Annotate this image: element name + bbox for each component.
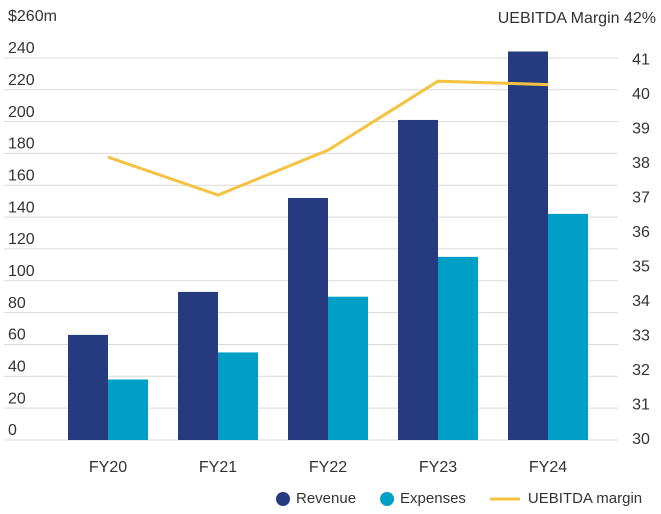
y-tick-label: 180 bbox=[8, 136, 35, 153]
y-tick-label: 240 bbox=[8, 40, 35, 57]
y2-tick-label: 32 bbox=[632, 362, 650, 379]
bar bbox=[178, 291, 218, 440]
y-tick-label: 0 bbox=[8, 422, 17, 439]
legend-swatch bbox=[276, 492, 290, 506]
bar bbox=[398, 119, 438, 440]
bar bbox=[218, 352, 258, 440]
legend-swatch bbox=[380, 492, 395, 506]
y-tick-label: 80 bbox=[8, 295, 26, 312]
x-tick-label: FY24 bbox=[529, 459, 567, 476]
y-tick-label: 20 bbox=[8, 390, 26, 407]
bar bbox=[108, 379, 148, 440]
bar bbox=[548, 213, 588, 440]
y2-tick-label: UEBITDA Margin 42% bbox=[498, 10, 656, 27]
y2-tick-label: 35 bbox=[632, 259, 650, 276]
bar bbox=[288, 197, 328, 440]
y-tick-label: 100 bbox=[8, 263, 35, 280]
x-tick-label: FY23 bbox=[419, 459, 457, 476]
y2-tick-label: 33 bbox=[632, 328, 650, 345]
legend-label: UEBITDA margin bbox=[528, 490, 642, 507]
y2-tick-label: 30 bbox=[632, 431, 650, 448]
y2-tick-label: 34 bbox=[632, 293, 650, 310]
y2-tick-label: 39 bbox=[632, 121, 650, 138]
y-tick-label: 200 bbox=[8, 104, 35, 121]
bar bbox=[68, 334, 108, 440]
y-tick-label: 160 bbox=[8, 167, 35, 184]
y2-tick-label: 37 bbox=[632, 190, 650, 207]
bar bbox=[328, 296, 368, 440]
y2-tick-label: 36 bbox=[632, 224, 650, 241]
x-tick-label: FY20 bbox=[89, 459, 127, 476]
y2-tick-label: 38 bbox=[632, 155, 650, 172]
line bbox=[107, 79, 549, 197]
y-tick-label: 60 bbox=[8, 327, 26, 344]
y-tick-label: 120 bbox=[8, 231, 35, 248]
legend-label: Expenses bbox=[400, 490, 466, 507]
bar bbox=[438, 256, 478, 440]
bar bbox=[508, 51, 548, 440]
y2-tick-label: 41 bbox=[632, 52, 650, 69]
x-tick-label: FY21 bbox=[199, 459, 237, 476]
y2-tick-label: 40 bbox=[632, 86, 650, 103]
y-tick-label: $260m bbox=[8, 8, 57, 25]
y2-tick-label: 31 bbox=[632, 397, 650, 414]
legend-label: Revenue bbox=[296, 490, 356, 507]
x-tick-label: FY22 bbox=[309, 459, 347, 476]
y-tick-label: 220 bbox=[8, 72, 35, 89]
y-tick-label: 140 bbox=[8, 199, 35, 216]
y-tick-label: 40 bbox=[8, 359, 26, 376]
